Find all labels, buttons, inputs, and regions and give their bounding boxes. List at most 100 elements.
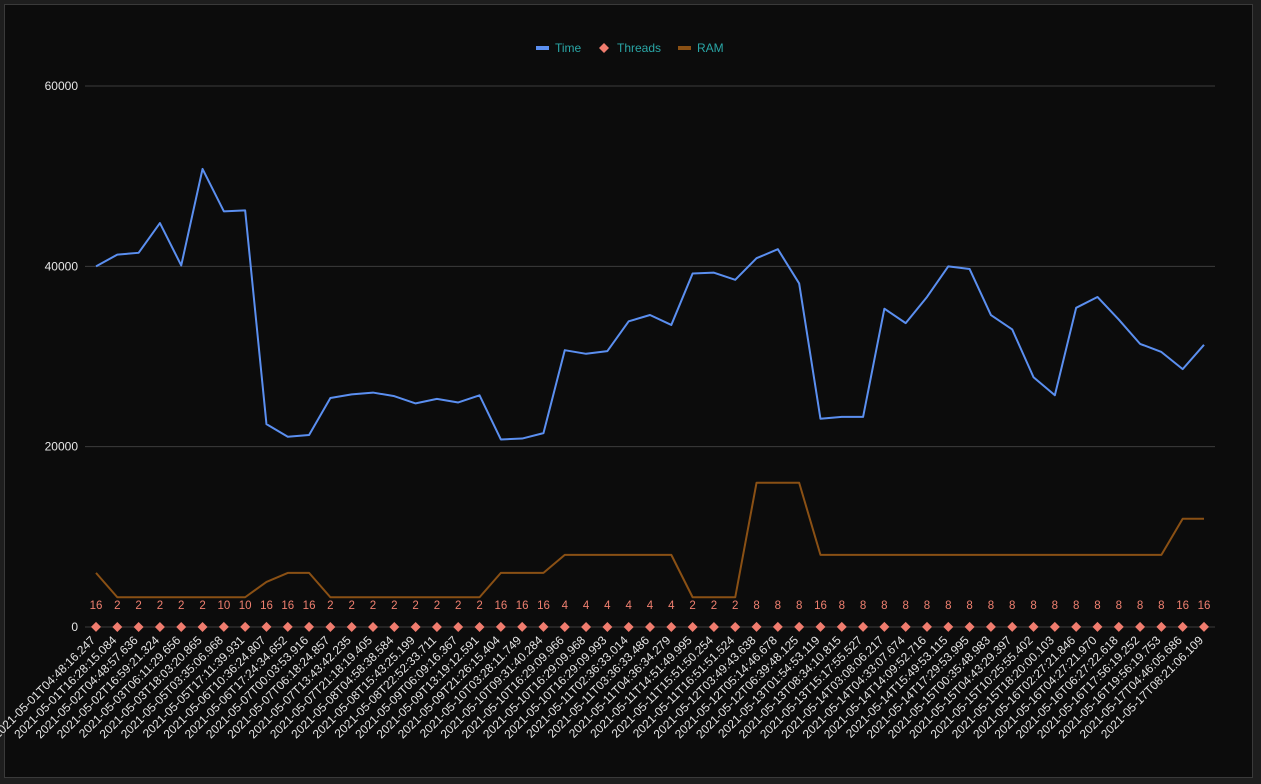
y-tick-label: 60000 — [45, 79, 79, 93]
threads-point — [346, 621, 357, 632]
threads-data-label: 4 — [668, 600, 675, 612]
threads-data-label: 8 — [1052, 600, 1058, 612]
threads-data-label: 2 — [476, 600, 482, 612]
y-tick-label: 20000 — [45, 440, 79, 454]
threads-point — [112, 621, 123, 632]
threads-data-label: 8 — [1009, 600, 1015, 612]
threads-data-label: 8 — [966, 600, 972, 612]
threads-point — [495, 621, 506, 632]
threads-data-label: 4 — [604, 600, 611, 612]
threads-point — [453, 621, 464, 632]
threads-point — [1113, 621, 1124, 632]
threads-data-label: 8 — [945, 600, 951, 612]
threads-data-label: 8 — [775, 600, 781, 612]
threads-data-label: 2 — [391, 600, 397, 612]
threads-data-label: 4 — [583, 600, 590, 612]
threads-point — [474, 621, 485, 632]
threads-data-label: 2 — [370, 600, 376, 612]
threads-point — [581, 621, 592, 632]
threads-point — [858, 621, 869, 632]
threads-data-label: 8 — [902, 600, 908, 612]
threads-point — [1028, 621, 1039, 632]
threads-data-label: 10 — [217, 600, 230, 612]
threads-point — [218, 621, 229, 632]
threads-point — [431, 621, 442, 632]
threads-point — [836, 621, 847, 632]
threads-data-label: 2 — [348, 600, 354, 612]
threads-data-label: 16 — [537, 600, 550, 612]
threads-point — [1071, 621, 1082, 632]
threads-point — [261, 621, 272, 632]
threads-data-label: 8 — [1094, 600, 1100, 612]
threads-data-label: 4 — [562, 600, 569, 612]
threads-data-label: 2 — [732, 600, 738, 612]
threads-data-label: 8 — [753, 600, 759, 612]
legend-ram-swatch — [678, 46, 691, 50]
threads-point — [666, 621, 677, 632]
threads-data-label: 2 — [157, 600, 163, 612]
threads-point — [687, 621, 698, 632]
threads-data-label: 8 — [881, 600, 887, 612]
legend-ram-label: RAM — [697, 41, 724, 55]
threads-point — [91, 621, 101, 632]
threads-point — [1177, 621, 1188, 632]
threads-point — [1049, 621, 1060, 632]
threads-data-label: 4 — [647, 600, 654, 612]
threads-point — [964, 621, 975, 632]
legend-threads-label: Threads — [617, 41, 661, 55]
threads-data-label: 2 — [434, 600, 440, 612]
threads-point — [1092, 621, 1103, 632]
y-tick-label: 0 — [71, 620, 78, 634]
threads-point — [794, 621, 805, 632]
threads-data-label: 2 — [114, 600, 120, 612]
threads-point — [815, 621, 826, 632]
threads-data-label: 16 — [281, 600, 294, 612]
time-series-line — [95, 167, 1205, 441]
threads-point — [730, 621, 741, 632]
threads-data-label: 8 — [924, 600, 930, 612]
threads-data-label: 2 — [135, 600, 141, 612]
threads-point — [197, 621, 208, 632]
threads-data-label: 2 — [327, 600, 333, 612]
threads-point — [282, 621, 293, 632]
y-tick-label: 40000 — [45, 259, 79, 273]
threads-data-label: 16 — [494, 600, 507, 612]
threads-data-label: 8 — [1116, 600, 1122, 612]
threads-point — [879, 621, 890, 632]
threads-point — [389, 621, 400, 632]
threads-data-label: 8 — [796, 600, 802, 612]
threads-point — [900, 621, 911, 632]
threads-point — [602, 621, 613, 632]
threads-data-label: 16 — [1198, 600, 1211, 612]
threads-data-label: 2 — [711, 600, 717, 612]
threads-data-label: 2 — [689, 600, 695, 612]
threads-point — [772, 621, 783, 632]
legend-time-label: Time — [555, 41, 582, 55]
threads-data-label: 8 — [860, 600, 866, 612]
threads-point — [176, 621, 187, 632]
threads-point — [985, 621, 996, 632]
chart-panel — [4, 4, 1253, 778]
threads-data-label: 4 — [625, 600, 632, 612]
threads-point — [708, 621, 719, 632]
threads-point — [410, 621, 421, 632]
legend-threads-swatch — [599, 43, 609, 53]
threads-point — [154, 621, 165, 632]
threads-point — [943, 621, 954, 632]
threads-data-label: 8 — [839, 600, 845, 612]
threads-point — [1135, 621, 1146, 632]
threads-point — [133, 621, 144, 632]
threads-point — [538, 621, 549, 632]
threads-point — [304, 621, 315, 632]
threads-point — [1199, 621, 1209, 632]
threads-point — [751, 621, 762, 632]
threads-point — [368, 621, 378, 632]
threads-data-label: 8 — [1158, 600, 1164, 612]
threads-data-label: 8 — [1073, 600, 1079, 612]
threads-point — [240, 621, 251, 632]
threads-data-label: 16 — [90, 600, 103, 612]
threads-point — [645, 621, 655, 632]
threads-point — [517, 621, 528, 632]
threads-data-label: 8 — [1030, 600, 1036, 612]
